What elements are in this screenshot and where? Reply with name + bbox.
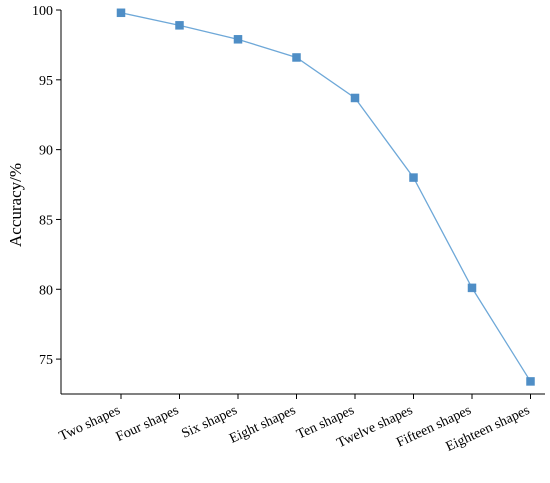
y-ticks: 75 80 85 90 95 100	[32, 4, 61, 368]
series-layer	[116, 8, 535, 386]
data-point-marker	[409, 173, 418, 182]
data-point-marker	[292, 53, 301, 62]
y-tick-label: 90	[39, 144, 53, 159]
x-tick-label: Four shapes	[114, 403, 181, 445]
y-tick-label: 100	[32, 4, 53, 19]
y-tick-label: 75	[39, 353, 53, 368]
series-line	[120, 12, 532, 382]
data-point-marker	[526, 377, 535, 386]
data-point-marker	[233, 35, 243, 44]
y-axis-title: Accuracy/%	[6, 163, 25, 247]
y-tick-label: 80	[39, 283, 53, 298]
data-point-marker	[116, 8, 126, 18]
data-point-marker	[350, 93, 360, 103]
y-tick-label: 95	[39, 74, 53, 89]
x-tick-label: Eight shapes	[227, 403, 298, 447]
data-point-marker	[467, 283, 477, 293]
data-point-marker	[175, 21, 184, 30]
y-tick-label: 85	[39, 213, 53, 228]
x-tick-label: Two shapes	[57, 403, 123, 444]
